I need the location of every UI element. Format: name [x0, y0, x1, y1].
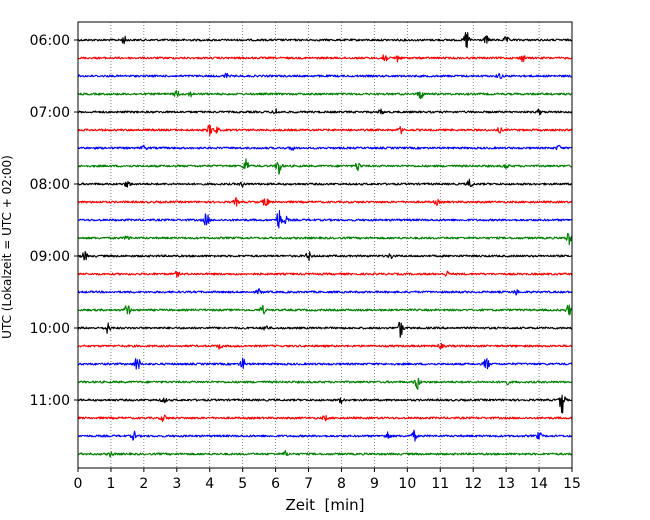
- x-tick-label: 13: [497, 476, 515, 492]
- trace-11:45: [77, 450, 573, 458]
- x-tick-label: 1: [106, 476, 115, 492]
- trace-07:30: [77, 144, 573, 151]
- y-tick-label: 11:00: [30, 393, 70, 409]
- x-tick-label: 0: [74, 476, 83, 492]
- x-tick-label: 3: [172, 476, 181, 492]
- trace-09:00: [77, 250, 573, 262]
- trace-09:15: [77, 270, 573, 278]
- x-tick-label: 11: [431, 476, 449, 492]
- trace-08:15: [77, 196, 573, 207]
- trace-10:45: [77, 377, 573, 390]
- x-tick-label: 10: [398, 476, 416, 492]
- trace-06:00: [77, 31, 573, 49]
- plot-frame: [77, 21, 573, 469]
- trace-08:30: [77, 210, 573, 229]
- trace-06:30: [77, 72, 573, 79]
- x-tick-label: 2: [139, 476, 148, 492]
- y-tick-label: 07:00: [30, 105, 70, 121]
- x-axis-ticks: 0 1 2 3 4 5 6 7 8 9 10 11 12 13 14 15: [74, 468, 581, 492]
- x-tick-label: 12: [464, 476, 482, 492]
- x-tick-label: 6: [271, 476, 280, 492]
- trace-11:15: [77, 414, 573, 423]
- x-tick-label: 7: [304, 476, 313, 492]
- x-tick-label: 9: [370, 476, 379, 492]
- trace-10:00: [77, 321, 573, 338]
- x-axis-label: Zeit [min]: [285, 496, 364, 514]
- trace-08:00: [77, 178, 573, 188]
- trace-11:00: [77, 394, 573, 414]
- x-tick-label: 5: [238, 476, 247, 492]
- x-tick-label: 15: [563, 476, 581, 492]
- y-tick-label: 06:00: [30, 33, 70, 49]
- trace-06:45: [77, 89, 573, 100]
- seismic-traces: [77, 31, 573, 458]
- trace-09:45: [77, 304, 573, 316]
- trace-07:15: [77, 124, 573, 137]
- y-tick-label: 10:00: [30, 321, 70, 337]
- trace-07:00: [77, 108, 573, 116]
- trace-08:45: [77, 232, 573, 246]
- trace-09:30: [77, 288, 573, 296]
- x-tick-label: 14: [530, 476, 548, 492]
- trace-10:15: [77, 342, 573, 350]
- trace-06:15: [77, 54, 573, 63]
- y-axis-ticks: 06:00 07:00 08:00 09:00 10:00 11:00: [30, 33, 78, 409]
- x-tick-label: 4: [205, 476, 214, 492]
- grid-lines: [110, 22, 540, 468]
- trace-07:45: [77, 158, 573, 175]
- trace-11:30: [77, 429, 573, 442]
- y-tick-label: 08:00: [30, 177, 70, 193]
- x-tick-label: 8: [337, 476, 346, 492]
- y-tick-label: 09:00: [30, 249, 70, 265]
- trace-10:30: [77, 357, 573, 370]
- y-axis-label: UTC (Lokalzeit = UTC + 02:00): [0, 155, 14, 339]
